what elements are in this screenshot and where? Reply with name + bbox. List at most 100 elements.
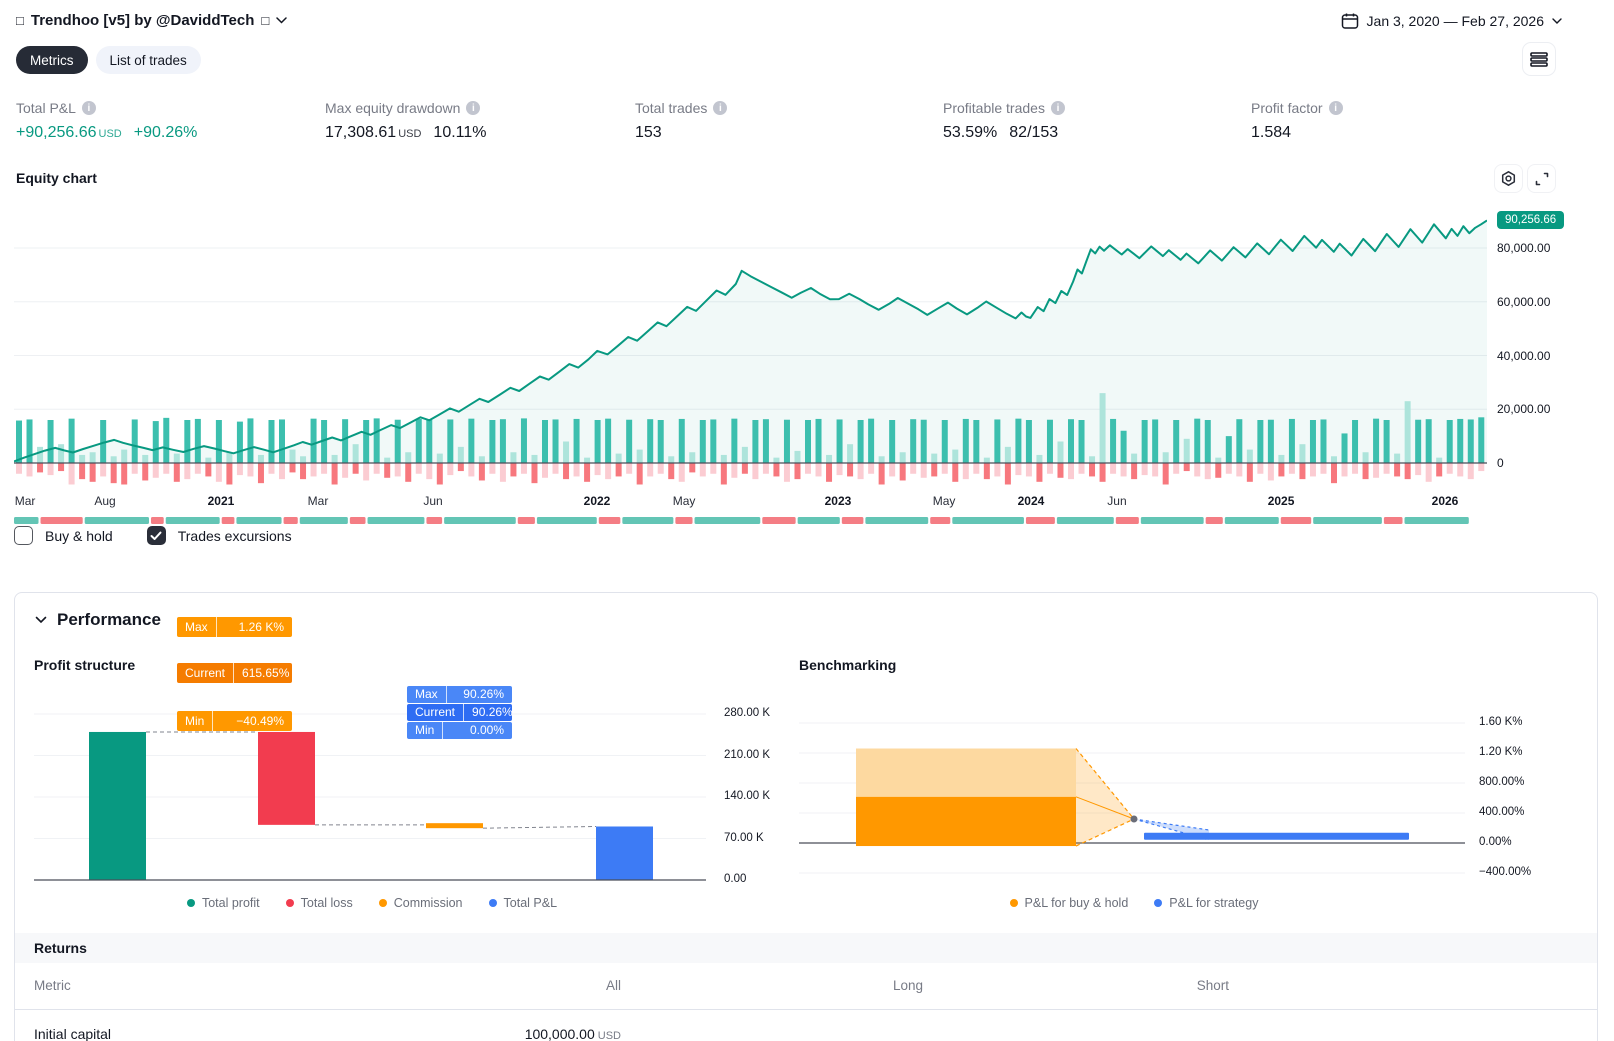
trade-excursion-bar[interactable] <box>226 452 233 463</box>
trade-excursion-bar[interactable] <box>1299 444 1306 463</box>
trade-loss-bar[interactable] <box>510 463 517 477</box>
trade-profit-bar[interactable] <box>857 420 864 463</box>
trade-profit-bar[interactable] <box>1110 418 1117 463</box>
trade-profit-bar[interactable] <box>1288 418 1295 463</box>
trade-profit-bar[interactable] <box>447 419 454 463</box>
fullscreen-button[interactable] <box>1527 164 1556 193</box>
benchmarking-chart[interactable] <box>799 693 1469 889</box>
trade-excursion-bar[interactable] <box>836 463 843 476</box>
strategy-title-menu[interactable]: □ Trendhoo [v5] by @DaviddTech □ <box>16 12 288 29</box>
trade-loss-bar[interactable] <box>1004 463 1011 485</box>
trade-profit-bar[interactable] <box>962 418 969 463</box>
trade-excursion-bar[interactable] <box>1457 463 1464 477</box>
trade-loss-bar[interactable] <box>352 463 359 474</box>
trade-excursion-bar[interactable] <box>1309 463 1316 477</box>
trade-excursion-bar[interactable] <box>1467 463 1474 480</box>
trade-excursion-bar[interactable] <box>1173 463 1180 474</box>
trade-excursion-bar[interactable] <box>394 463 401 477</box>
trade-excursion-bar[interactable] <box>1183 438 1190 463</box>
trade-profit-bar[interactable] <box>1467 419 1474 463</box>
trade-excursion-bar[interactable] <box>931 453 938 463</box>
trade-excursion-bar[interactable] <box>952 449 959 463</box>
trade-profit-bar[interactable] <box>1341 433 1348 463</box>
trade-loss-bar[interactable] <box>110 463 117 484</box>
trade-excursion-bar[interactable] <box>920 463 927 478</box>
trade-loss-bar[interactable] <box>89 463 96 482</box>
trade-profit-bar[interactable] <box>520 418 527 463</box>
trade-excursion-bar[interactable] <box>805 463 811 474</box>
trade-profit-bar[interactable] <box>1309 420 1316 463</box>
trade-excursion-bar[interactable] <box>89 452 96 463</box>
trade-loss-bar[interactable] <box>226 463 233 485</box>
trade-excursion-bar[interactable] <box>1352 463 1359 474</box>
trade-profit-bar[interactable] <box>605 418 612 463</box>
trade-loss-bar[interactable] <box>847 463 854 477</box>
chevron-down-icon[interactable] <box>276 17 288 24</box>
trade-excursion-bar[interactable] <box>783 463 790 482</box>
trade-profit-bar[interactable] <box>310 418 317 463</box>
trade-profit-bar[interactable] <box>1352 420 1359 463</box>
trade-excursion-bar[interactable] <box>499 463 506 482</box>
trade-excursion-bar[interactable] <box>1068 463 1074 480</box>
trade-profit-bar[interactable] <box>184 420 191 463</box>
trade-loss-bar[interactable] <box>37 463 44 473</box>
trade-profit-bar[interactable] <box>1194 418 1201 463</box>
trade-excursion-bar[interactable] <box>741 446 748 463</box>
trade-excursion-bar[interactable] <box>899 452 906 463</box>
trade-excursion-bar[interactable] <box>573 463 580 477</box>
trade-excursion-bar[interactable] <box>847 444 854 463</box>
trade-excursion-bar[interactable] <box>520 463 527 474</box>
trade-loss-bar[interactable] <box>826 463 833 482</box>
trade-excursion-bar[interactable] <box>173 453 180 463</box>
checkbox-checked[interactable] <box>146 526 166 545</box>
trade-excursion-bar[interactable] <box>152 463 159 478</box>
trade-excursion-bar[interactable] <box>1257 463 1264 474</box>
trade-profit-bar[interactable] <box>573 418 580 463</box>
trade-excursion-bar[interactable] <box>1225 463 1232 474</box>
trade-excursion-bar[interactable] <box>563 441 570 464</box>
trade-excursion-bar[interactable] <box>962 463 969 480</box>
trade-excursion-bar[interactable] <box>1341 463 1348 477</box>
trade-loss-bar[interactable] <box>584 463 591 482</box>
trade-profit-bar[interactable] <box>468 418 475 463</box>
trade-excursion-bar[interactable] <box>1110 463 1117 474</box>
trade-loss-bar[interactable] <box>1131 463 1138 480</box>
trade-loss-bar[interactable] <box>878 463 885 485</box>
trade-profit-bar[interactable] <box>1068 419 1074 463</box>
trade-loss-bar[interactable] <box>1183 463 1190 472</box>
trade-excursion-bar[interactable] <box>300 456 307 463</box>
trade-excursion-bar[interactable] <box>163 463 170 474</box>
buy-hold-range-area[interactable] <box>856 748 1076 797</box>
trade-profit-bar[interactable] <box>731 418 738 463</box>
collapse-chevron-icon[interactable] <box>35 616 47 624</box>
trade-profit-bar[interactable] <box>415 418 422 463</box>
trade-profit-bar[interactable] <box>279 419 285 463</box>
trade-profit-bar[interactable] <box>1267 419 1274 463</box>
trade-profit-bar[interactable] <box>394 419 401 463</box>
trade-excursion-bar[interactable] <box>731 463 738 478</box>
trade-excursion-bar[interactable] <box>457 446 464 463</box>
trade-excursion-bar[interactable] <box>983 457 990 463</box>
trade-profit-bar[interactable] <box>342 419 349 463</box>
trade-profit-bar[interactable] <box>678 418 685 463</box>
trade-excursion-bar[interactable] <box>1362 452 1369 463</box>
trade-loss-bar[interactable] <box>983 463 990 480</box>
trade-profit-bar[interactable] <box>941 420 948 463</box>
trade-profit-bar[interactable] <box>26 419 33 463</box>
trade-excursion-bar[interactable] <box>826 454 833 463</box>
waterfall-bar-2[interactable] <box>426 823 483 829</box>
strategy-pnl-bar[interactable] <box>1144 832 1409 840</box>
trade-loss-bar[interactable] <box>952 463 959 482</box>
trade-excursion-bar[interactable] <box>363 463 370 481</box>
trade-profit-bar[interactable] <box>920 419 927 463</box>
trade-excursion-bar[interactable] <box>1057 441 1064 464</box>
trade-loss-bar[interactable] <box>773 463 780 477</box>
trade-excursion-bar[interactable] <box>720 454 727 463</box>
trade-loss-bar[interactable] <box>1089 463 1096 477</box>
trade-loss-bar[interactable] <box>1331 463 1337 484</box>
trade-profit-bar[interactable] <box>1446 420 1453 463</box>
trade-profit-bar[interactable] <box>1320 419 1327 463</box>
trade-profit-bar[interactable] <box>489 420 496 463</box>
equity-chart[interactable] <box>14 200 1487 525</box>
trade-excursion-bar[interactable] <box>1025 463 1032 477</box>
